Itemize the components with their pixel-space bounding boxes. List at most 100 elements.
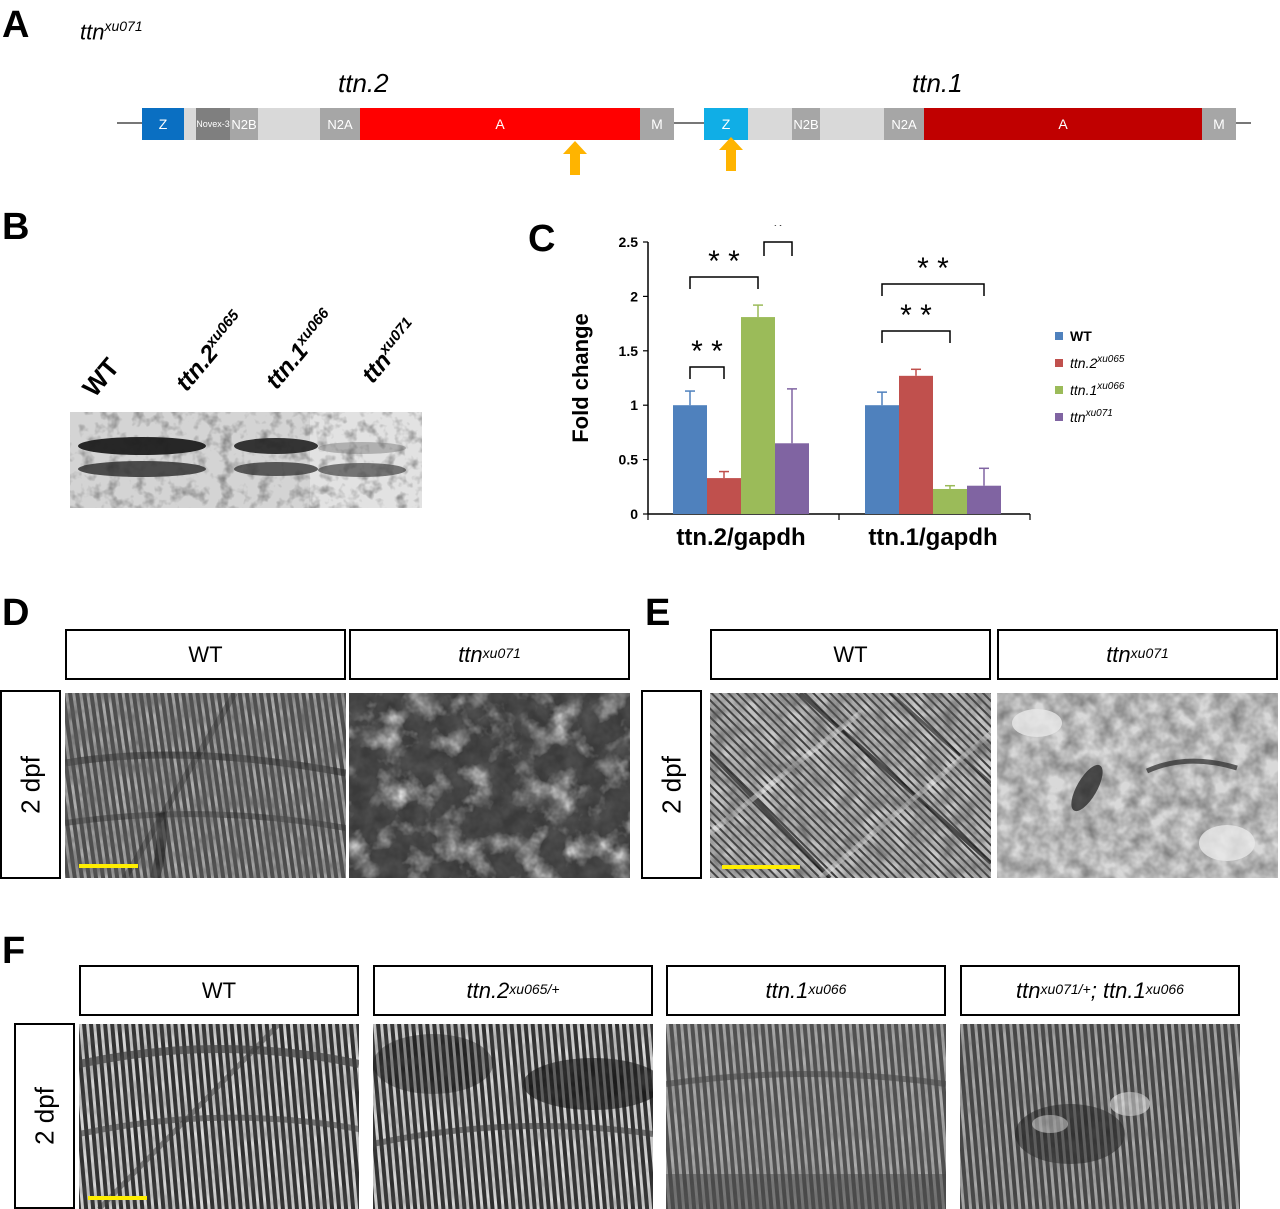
domain-a-ttn2: A [360,108,640,140]
panel-d-header-wt-text: WT [188,641,223,667]
panel-e-row-label: 2 dpf [641,690,702,879]
panel-label-b: B [2,206,30,248]
sig-bracket-wt-ttn1-g2 [881,330,951,343]
x-category-label: ttn.2/gapdh [676,524,805,551]
allele-title-base: ttn [80,19,105,45]
panel-label-f: F [2,930,26,972]
gel-label-ttn2: ttn.2xu065 [170,307,252,397]
legend-swatch [1055,359,1063,367]
legend-entry-name: ttn.1 [1070,382,1097,398]
panel-f-header-ttn2-sup: xu065/+ [509,980,560,997]
domain-a-ttn1: A [924,108,1202,140]
sig-bracket-ttn1-ttn-label: * [772,225,784,243]
panel-d-header-mutant-base: ttn [458,641,483,667]
panel-f-header-double-extra-sup: xu066 [1145,980,1184,997]
sig-bracket-wt-ttn1 [689,276,759,289]
sig-bracket-wt-ttn1-g2-label: * * [900,299,932,332]
panel-f-header-ttn1: ttn.1 xu066 [666,965,946,1016]
gel-band-ttn2-lower [234,462,318,476]
y-tick-label: 1 [630,397,638,413]
panel-f-header-double-sup: xu071/+ [1040,980,1091,997]
fold-change-bar-chart: 0 0.5 1 1.5 2 2.5 Fold change ttn.2/gapdh ttn.1/… [568,225,1125,551]
panel-label-d: D [2,592,30,634]
domain-light1-ttn1 [748,108,792,140]
y-tick-label: 1.5 [619,343,639,359]
gel-label-ttn2-sup: xu065 [202,306,243,351]
bar [775,443,809,514]
legend-entry-sup: xu065 [1096,354,1125,365]
panel-d-header-wt: WT [65,629,346,680]
domain-z-ttn2: Z [142,108,184,140]
domain-light-ttn2 [258,108,320,140]
panel-d-mutant-image [349,693,630,878]
legend-entry: ttn.2xu065 [1070,354,1125,371]
domain-novex3: Novex-3 [196,108,230,140]
domain-n2a-ttn2: N2A [320,108,360,140]
gel-band-ttn1-upper [318,442,406,454]
panel-e-header-wt-text: WT [833,641,868,667]
gene-label-ttn2: ttn.2 [338,68,389,98]
panel-f-header-ttn1-sup: xu066 [808,980,847,997]
panel-f-header-wt-text: WT [201,977,237,1003]
bar [707,478,741,514]
panel-e-header-mutant: ttn xu071 [997,629,1278,680]
panel-e-row-label-text: 2 dpf [656,755,686,814]
protein-gel-image [70,412,422,508]
panel-f-header-ttn1-base: ttn.1 [765,977,809,1003]
domain-n2b-ttn2: N2B [230,108,258,140]
legend-entry-name: ttn.2 [1070,355,1097,371]
panel-f-double-image [960,1024,1240,1209]
legend-swatch [1055,386,1063,394]
bar [967,485,1001,514]
bar [933,488,967,514]
panel-e-wt-image [710,693,991,878]
gel-label-wt: WT [76,352,126,403]
y-tick-label: 0 [630,506,638,522]
panel-f-header-double-extra: ; ttn.1 [1090,977,1146,1003]
gel-label-wt-text: WT [76,352,126,403]
gel-label-ttn1: ttn.1xu066 [260,305,342,395]
allele-title: ttnxu071 [80,18,143,45]
sig-bracket-wt-ttn-g2-label: * * [917,252,949,285]
panel-f-header-double: ttn xu071/+; ttn.1 xu066 [960,965,1240,1016]
legend-entry-sup: xu066 [1096,381,1125,392]
gel-band-ttn1-lower [318,463,406,477]
panel-e-header-mutant-sup: xu071 [1130,644,1169,661]
panel-d-wt-image [65,693,346,878]
domain-light2-ttn1 [820,108,884,140]
sig-bracket-ttn1-ttn [763,241,793,256]
gel-band-wt-upper [78,437,206,455]
x-category-label: ttn.1/gapdh [868,524,997,551]
gel-band-wt-lower [78,461,206,477]
sig-bracket-wt-ttn2 [689,366,725,379]
panel-f-row-label-text: 2 dpf [29,1087,59,1145]
panel-e-mutant-image [997,693,1278,878]
legend-entry-name: ttn [1070,409,1086,425]
panel-label-e: E [645,592,671,634]
legend-entry: ttnxu071 [1070,408,1113,425]
gel-band-ttn2-upper [234,438,318,454]
legend-swatch [1055,332,1063,340]
panel-label-c: C [528,218,556,260]
y-axis-label: Fold change [568,313,593,443]
panel-f-ttn1-image [666,1024,946,1209]
panel-f-ttn2-image [373,1024,653,1209]
panel-e-header-mutant-base: ttn [1106,641,1131,667]
gel-label-ttn: ttnxu071 [356,314,425,389]
sig-bracket-wt-ttn1-label: * * [708,245,740,278]
panel-f-scale-bar [88,1196,147,1200]
allele-title-sup: xu071 [104,18,143,34]
domain-m-ttn1: M [1202,108,1236,140]
panel-e-scale-bar [722,865,800,869]
sig-bracket-wt-ttn2-label: * * [691,335,723,368]
legend-entry-sup: xu071 [1085,408,1113,419]
panel-d-row-label-text: 2 dpf [15,755,45,814]
domain-m-ttn2: M [640,108,674,140]
sig-bracket-wt-ttn-g2 [881,283,985,296]
panel-f-row-label: 2 dpf [14,1023,75,1209]
gel-label-ttn-sup: xu071 [375,314,416,358]
domain-z-ttn1: Z [704,108,748,140]
panel-d-header-mutant-sup: xu071 [482,644,521,661]
legend-entry: WT [1070,328,1092,344]
panel-e-header-wt: WT [710,629,991,680]
